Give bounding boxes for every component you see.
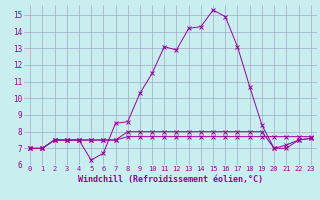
X-axis label: Windchill (Refroidissement éolien,°C): Windchill (Refroidissement éolien,°C) [78,175,263,184]
